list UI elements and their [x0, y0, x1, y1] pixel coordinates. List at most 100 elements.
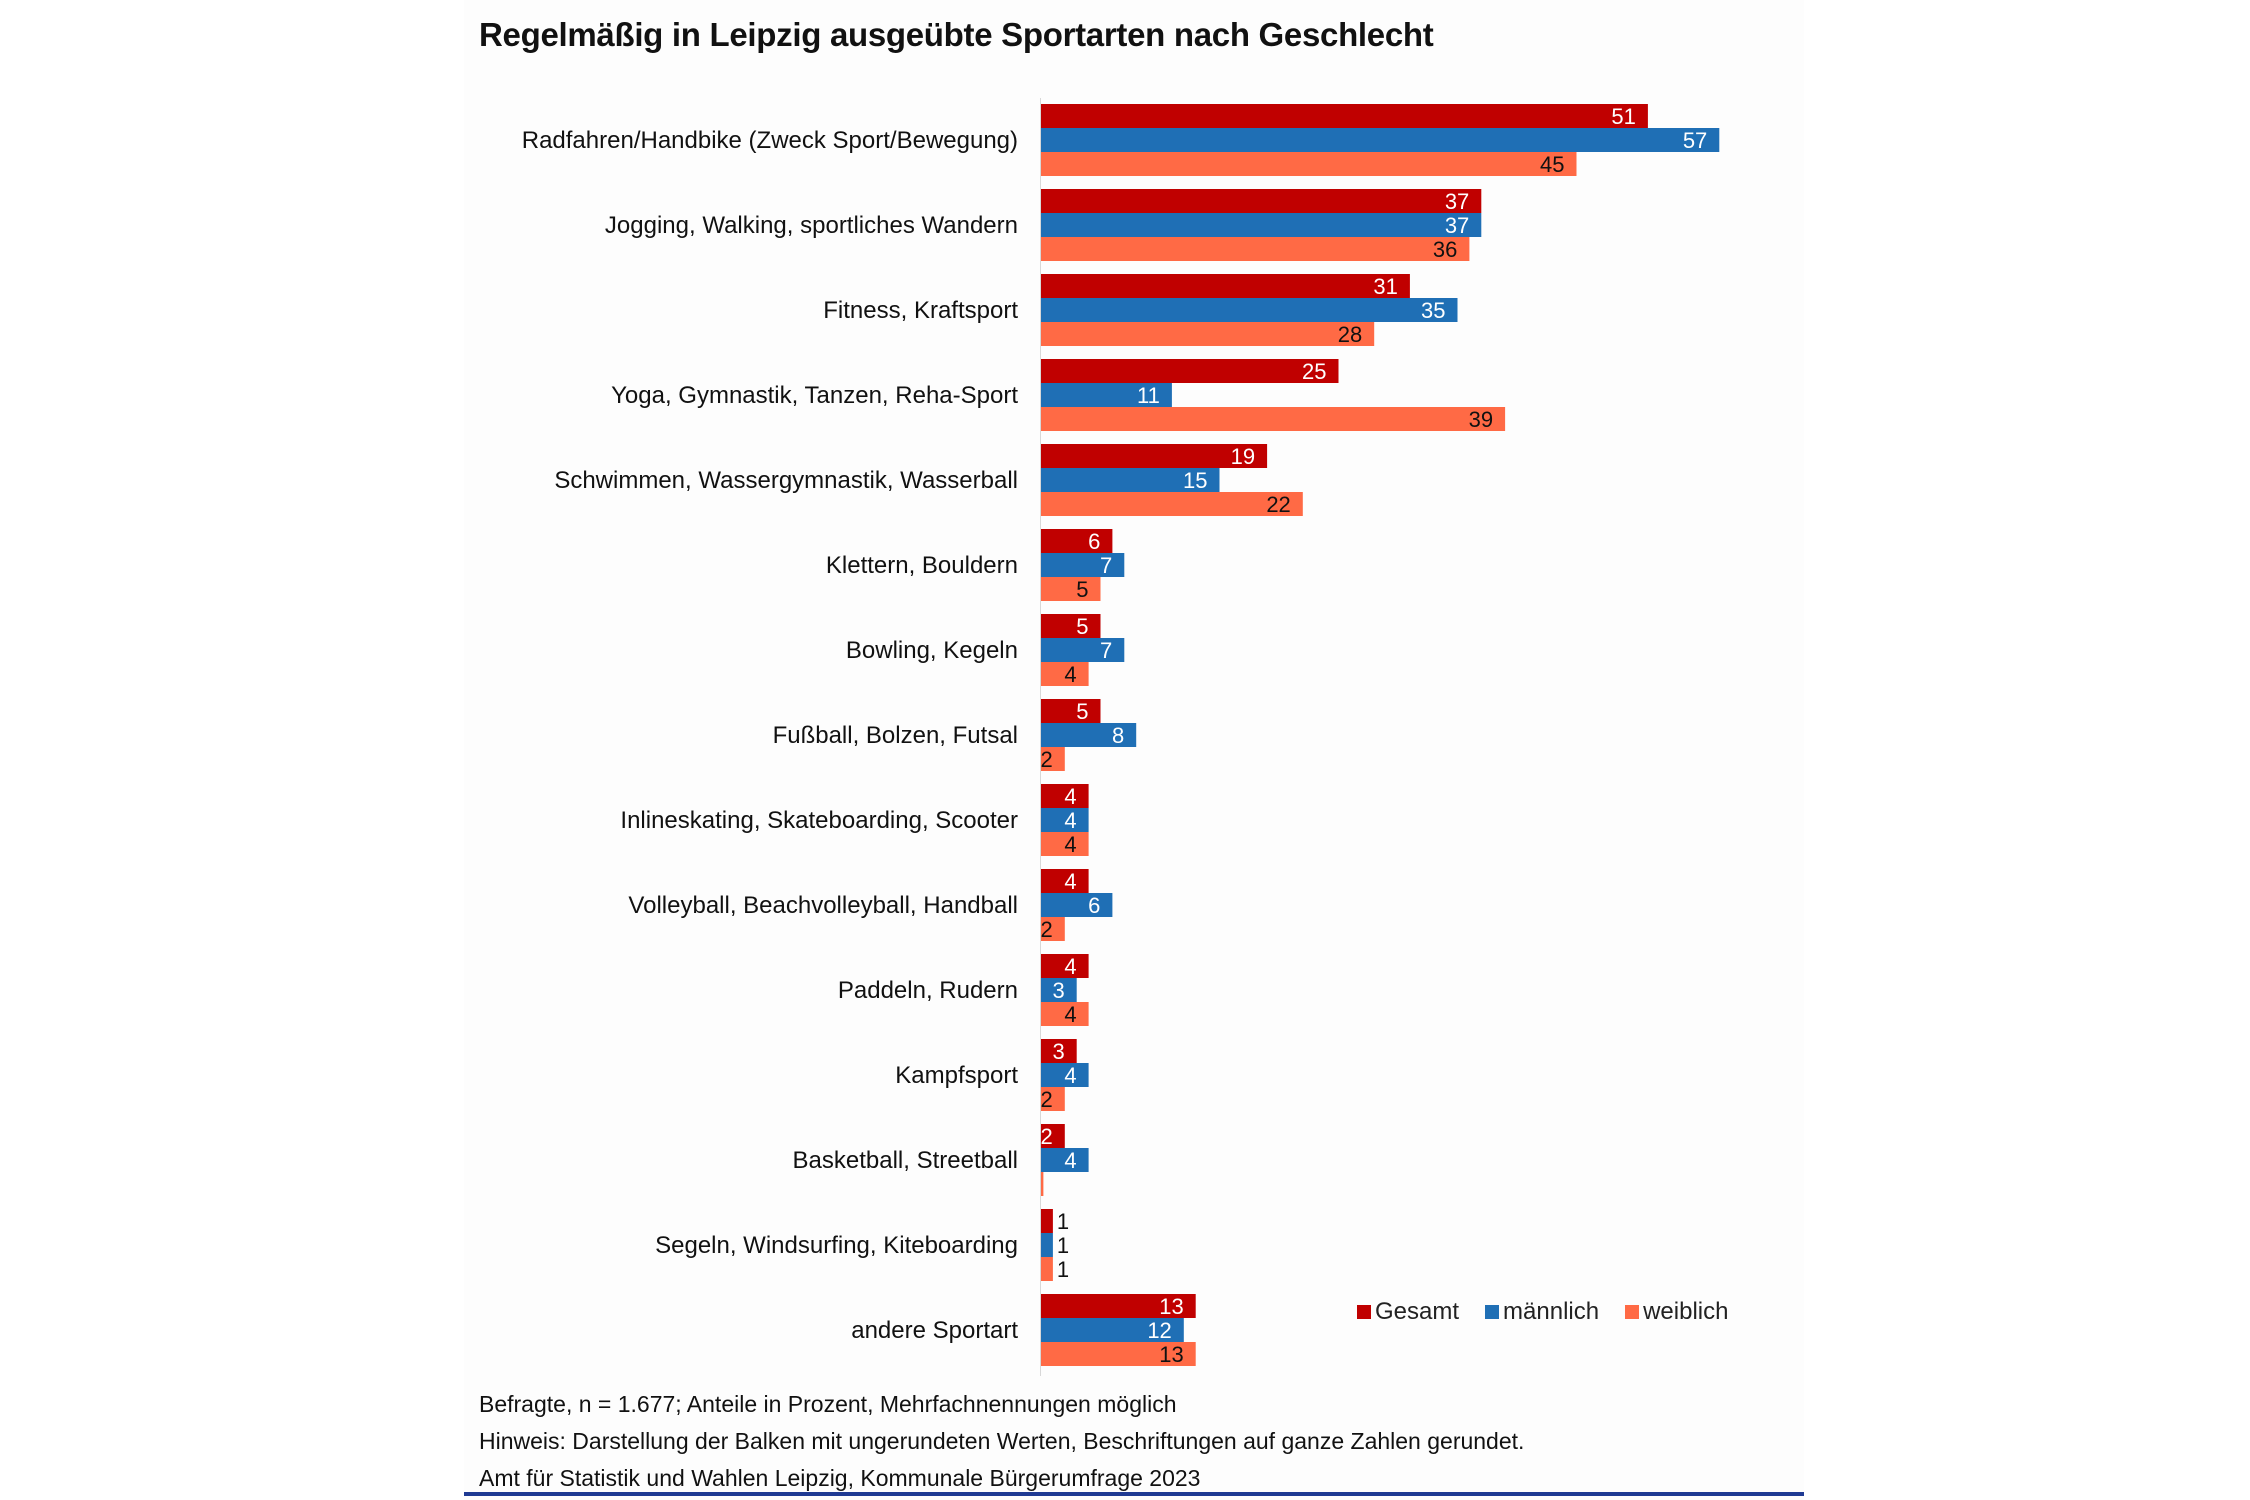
category-label: Jogging, Walking, sportliches Wandern	[605, 212, 1018, 239]
bar-gesamt	[1041, 869, 1089, 893]
legend-swatch-gesamt	[1357, 1305, 1371, 1319]
value-label: 8	[1112, 723, 1124, 748]
value-labels: 5157453737363135282511391915226755745824…	[1041, 104, 1708, 1367]
value-label: 25	[1302, 359, 1326, 384]
bar-weiblich	[1041, 152, 1577, 176]
bar-maennlich	[1041, 128, 1720, 152]
value-label: 7	[1100, 553, 1112, 578]
value-label: 4	[1064, 808, 1076, 833]
value-label: 45	[1540, 152, 1564, 177]
bar-maennlich	[1041, 808, 1089, 832]
bar-maennlich	[1041, 1233, 1053, 1257]
category-label: Volleyball, Beachvolleyball, Handball	[628, 892, 1018, 919]
bar-gesamt	[1041, 274, 1410, 298]
bar-gesamt	[1041, 359, 1339, 383]
value-label: 13	[1159, 1294, 1183, 1319]
bar-maennlich	[1041, 1063, 1089, 1087]
category-label: Inlineskating, Skateboarding, Scooter	[620, 807, 1018, 834]
bars	[1041, 104, 1720, 1366]
bar-weiblich	[1041, 577, 1101, 601]
value-label: 51	[1611, 104, 1635, 129]
value-label: 7	[1100, 638, 1112, 663]
bar-gesamt	[1041, 1294, 1196, 1318]
value-label: 6	[1088, 893, 1100, 918]
category-label: andere Sportart	[851, 1317, 1018, 1344]
category-label: Radfahren/Handbike (Zweck Sport/Bewegung…	[522, 127, 1018, 154]
value-label: 12	[1147, 1318, 1171, 1343]
bar-maennlich	[1041, 213, 1482, 237]
bar-weiblich	[1041, 1342, 1196, 1366]
value-label: 13	[1159, 1342, 1183, 1367]
value-label: 6	[1088, 529, 1100, 554]
value-label: 2	[1041, 1087, 1053, 1112]
value-label: 3	[1052, 978, 1064, 1003]
bar-weiblich	[1041, 237, 1470, 261]
legend-label-weiblich: weiblich	[1643, 1298, 1729, 1325]
category-label: Basketball, Streetball	[793, 1147, 1018, 1174]
bar-maennlich	[1041, 553, 1125, 577]
value-label: 4	[1064, 1148, 1076, 1173]
bar-weiblich	[1041, 492, 1303, 516]
value-label: 31	[1373, 274, 1397, 299]
footer-source: Amt für Statistik und Wahlen Leipzig, Ko…	[479, 1465, 1201, 1491]
value-label: 1	[1057, 1257, 1069, 1282]
value-label: 11	[1137, 383, 1160, 408]
bar-maennlich	[1041, 978, 1077, 1002]
value-label: 22	[1266, 492, 1290, 517]
bar-gesamt	[1041, 104, 1648, 128]
category-label: Segeln, Windsurfing, Kiteboarding	[655, 1232, 1018, 1259]
category-label: Kampfsport	[895, 1062, 1018, 1089]
legend-swatch-maennlich	[1485, 1305, 1500, 1319]
bar-gesamt	[1041, 189, 1482, 213]
bar-weiblich	[1041, 747, 1065, 771]
footer-note-hint: Hinweis: Darstellung der Balken mit unge…	[479, 1428, 1525, 1454]
bar-gesamt	[1041, 1124, 1065, 1148]
footer-note-sample: Befragte, n = 1.677; Anteile in Prozent,…	[479, 1391, 1177, 1417]
value-label: 2	[1041, 1124, 1053, 1149]
value-label: 4	[1064, 784, 1076, 809]
bar-weiblich	[1041, 407, 1506, 431]
bar-maennlich	[1041, 298, 1458, 322]
legend-label-maennlich: männlich	[1503, 1298, 1600, 1325]
legend: Gesamt männlich weiblich	[1357, 1298, 1728, 1326]
bar-maennlich	[1041, 1148, 1089, 1172]
bar-maennlich	[1041, 893, 1113, 917]
bar-weiblich	[1041, 832, 1089, 856]
legend-swatch-weiblich	[1625, 1305, 1640, 1319]
value-label: 3	[1052, 1039, 1064, 1064]
footer-rule	[464, 1492, 1804, 1496]
value-label: 37	[1445, 189, 1469, 214]
bar-maennlich	[1041, 468, 1220, 492]
category-label: Bowling, Kegeln	[846, 637, 1018, 664]
bar-weiblich	[1041, 662, 1089, 686]
category-label: Fußball, Bolzen, Futsal	[773, 722, 1018, 749]
value-label: 35	[1421, 298, 1445, 323]
legend-item-weiblich: weiblich	[1625, 1298, 1728, 1326]
bar-weiblich	[1041, 917, 1065, 941]
legend-label-gesamt: Gesamt	[1375, 1298, 1460, 1325]
bar-weiblich	[1041, 1002, 1089, 1026]
bar-gesamt	[1041, 444, 1268, 468]
legend-item-gesamt: Gesamt	[1357, 1298, 1459, 1326]
bar-gesamt	[1041, 699, 1101, 723]
legend-item-maennlich: männlich	[1485, 1298, 1599, 1326]
bar-gesamt	[1041, 614, 1101, 638]
bar-gesamt	[1041, 1039, 1077, 1063]
category-label: Fitness, Kraftsport	[823, 297, 1018, 324]
bar-gesamt	[1041, 529, 1113, 553]
value-label: 5	[1076, 614, 1088, 639]
value-label: 4	[1064, 869, 1076, 894]
bar-weiblich	[1041, 1257, 1053, 1281]
value-label: 37	[1445, 213, 1469, 238]
value-label: 36	[1433, 237, 1457, 262]
value-label: 5	[1076, 577, 1088, 602]
value-label: 4	[1064, 1002, 1076, 1027]
value-label: 15	[1183, 468, 1207, 493]
value-label: 1	[1057, 1233, 1069, 1258]
value-label: 1	[1057, 1209, 1069, 1234]
bar-maennlich	[1041, 1318, 1184, 1342]
bar-weiblich	[1041, 1087, 1065, 1111]
value-label: 5	[1076, 699, 1088, 724]
category-label: Schwimmen, Wassergymnastik, Wasserball	[554, 467, 1018, 494]
value-label: 2	[1041, 917, 1053, 942]
